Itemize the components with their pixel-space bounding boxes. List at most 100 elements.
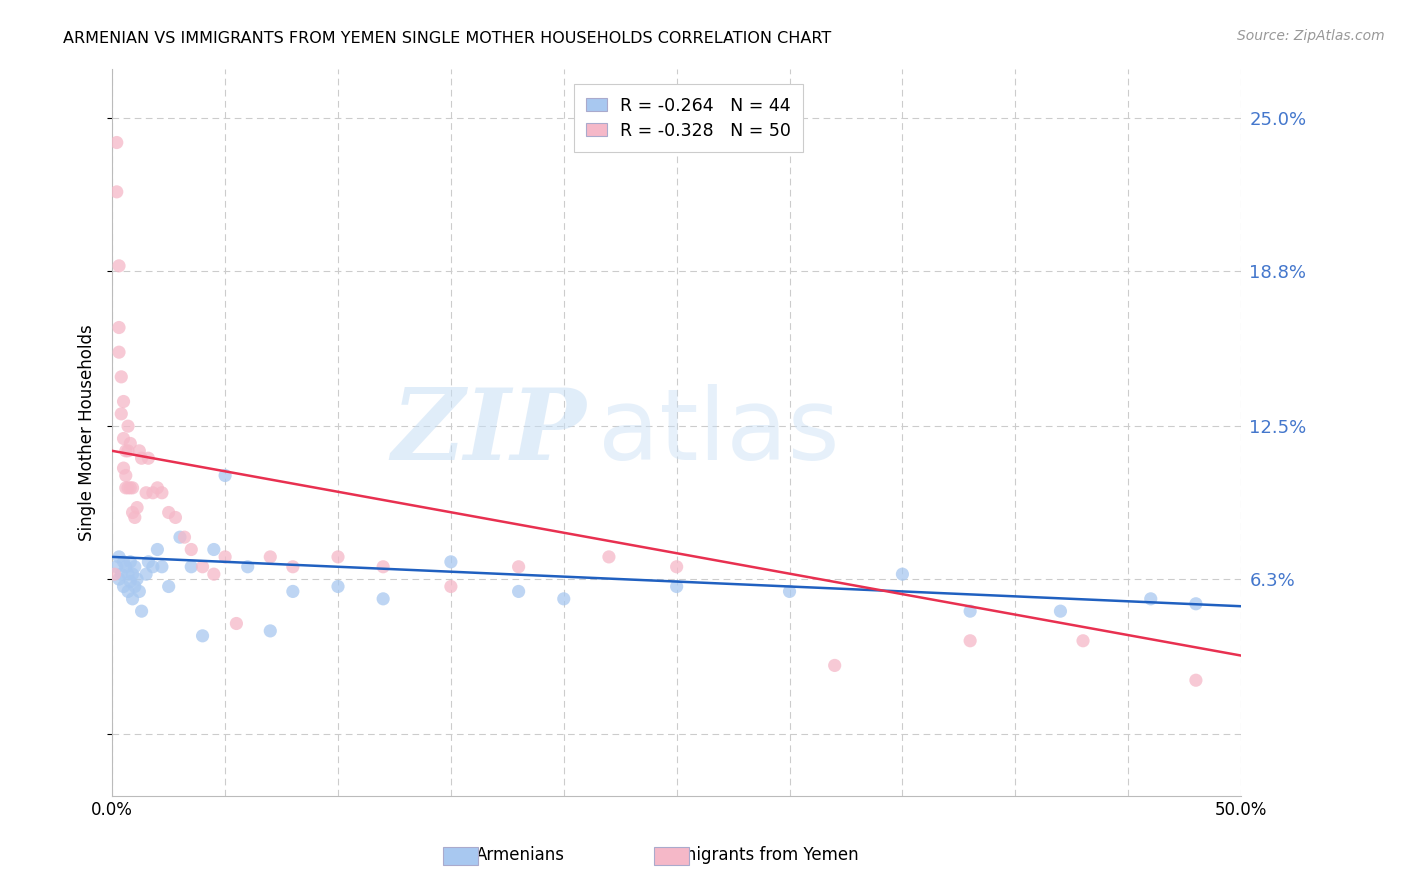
Point: [110, 567, 132, 582]
Point: [114, 481, 136, 495]
Point: [124, 559, 146, 574]
Point: [1185, 597, 1208, 611]
Point: [112, 461, 135, 475]
Point: [105, 136, 128, 150]
Point: [157, 580, 180, 594]
Point: [598, 549, 620, 564]
Point: [120, 436, 142, 450]
Point: [202, 542, 225, 557]
Point: [1071, 633, 1094, 648]
Point: [779, 584, 801, 599]
Point: [110, 369, 132, 384]
Text: Immigrants from Yemen: Immigrants from Yemen: [659, 846, 859, 863]
Point: [112, 555, 135, 569]
Point: [180, 542, 202, 557]
Point: [131, 604, 153, 618]
Point: [120, 481, 142, 495]
Point: [131, 451, 153, 466]
Point: [124, 580, 146, 594]
Point: [108, 345, 131, 359]
Point: [959, 604, 981, 618]
Point: [108, 320, 131, 334]
Point: [373, 591, 395, 606]
Point: [112, 580, 135, 594]
Point: [202, 567, 225, 582]
Point: [236, 559, 259, 574]
Point: [105, 559, 128, 574]
Point: [180, 559, 202, 574]
Point: [326, 580, 349, 594]
Point: [117, 481, 139, 495]
Point: [169, 530, 191, 544]
Y-axis label: Single Mother Households: Single Mother Households: [79, 324, 96, 541]
Legend: R = -0.264   N = 44, R = -0.328   N = 50: R = -0.264 N = 44, R = -0.328 N = 50: [574, 85, 803, 152]
Point: [114, 443, 136, 458]
Point: [114, 468, 136, 483]
Point: [117, 584, 139, 599]
Point: [112, 394, 135, 409]
Point: [553, 591, 575, 606]
Point: [1139, 591, 1161, 606]
Point: [665, 559, 688, 574]
Point: [138, 451, 160, 466]
Point: [138, 555, 160, 569]
Text: atlas: atlas: [598, 384, 839, 481]
Point: [120, 555, 142, 569]
Point: [135, 485, 157, 500]
Point: [259, 549, 281, 564]
Point: [124, 510, 146, 524]
Point: [121, 591, 143, 606]
Point: [121, 506, 143, 520]
Point: [142, 485, 165, 500]
Point: [824, 658, 846, 673]
Point: [146, 542, 169, 557]
Point: [665, 580, 688, 594]
Point: [120, 574, 142, 589]
Point: [108, 259, 131, 273]
Point: [125, 500, 148, 515]
Point: [508, 584, 530, 599]
Point: [105, 185, 128, 199]
Point: [191, 559, 214, 574]
Point: [281, 584, 304, 599]
Point: [157, 506, 180, 520]
Point: [108, 572, 131, 586]
Point: [959, 633, 981, 648]
Text: ZIP: ZIP: [391, 384, 586, 481]
Point: [259, 624, 281, 638]
Point: [121, 481, 143, 495]
Point: [1049, 604, 1071, 618]
Point: [108, 549, 131, 564]
Point: [125, 572, 148, 586]
Text: ARMENIAN VS IMMIGRANTS FROM YEMEN SINGLE MOTHER HOUSEHOLDS CORRELATION CHART: ARMENIAN VS IMMIGRANTS FROM YEMEN SINGLE…: [63, 31, 831, 46]
Point: [150, 559, 173, 574]
Point: [440, 580, 463, 594]
Point: [117, 443, 139, 458]
Point: [128, 584, 150, 599]
Point: [214, 468, 236, 483]
Point: [117, 419, 139, 434]
Point: [135, 567, 157, 582]
Point: [214, 549, 236, 564]
Text: Source: ZipAtlas.com: Source: ZipAtlas.com: [1237, 29, 1385, 43]
Text: Armenians: Armenians: [475, 846, 565, 863]
Point: [326, 549, 349, 564]
Point: [891, 567, 914, 582]
Point: [110, 407, 132, 421]
Point: [281, 559, 304, 574]
Point: [508, 559, 530, 574]
Point: [165, 510, 187, 524]
Point: [142, 559, 165, 574]
Point: [440, 555, 463, 569]
Point: [128, 443, 150, 458]
Point: [146, 481, 169, 495]
Point: [373, 559, 395, 574]
Point: [1185, 673, 1208, 688]
Point: [150, 485, 173, 500]
Point: [114, 559, 136, 574]
Point: [112, 432, 135, 446]
Point: [191, 629, 214, 643]
Point: [121, 567, 143, 582]
Point: [117, 567, 139, 582]
Point: [103, 567, 125, 582]
